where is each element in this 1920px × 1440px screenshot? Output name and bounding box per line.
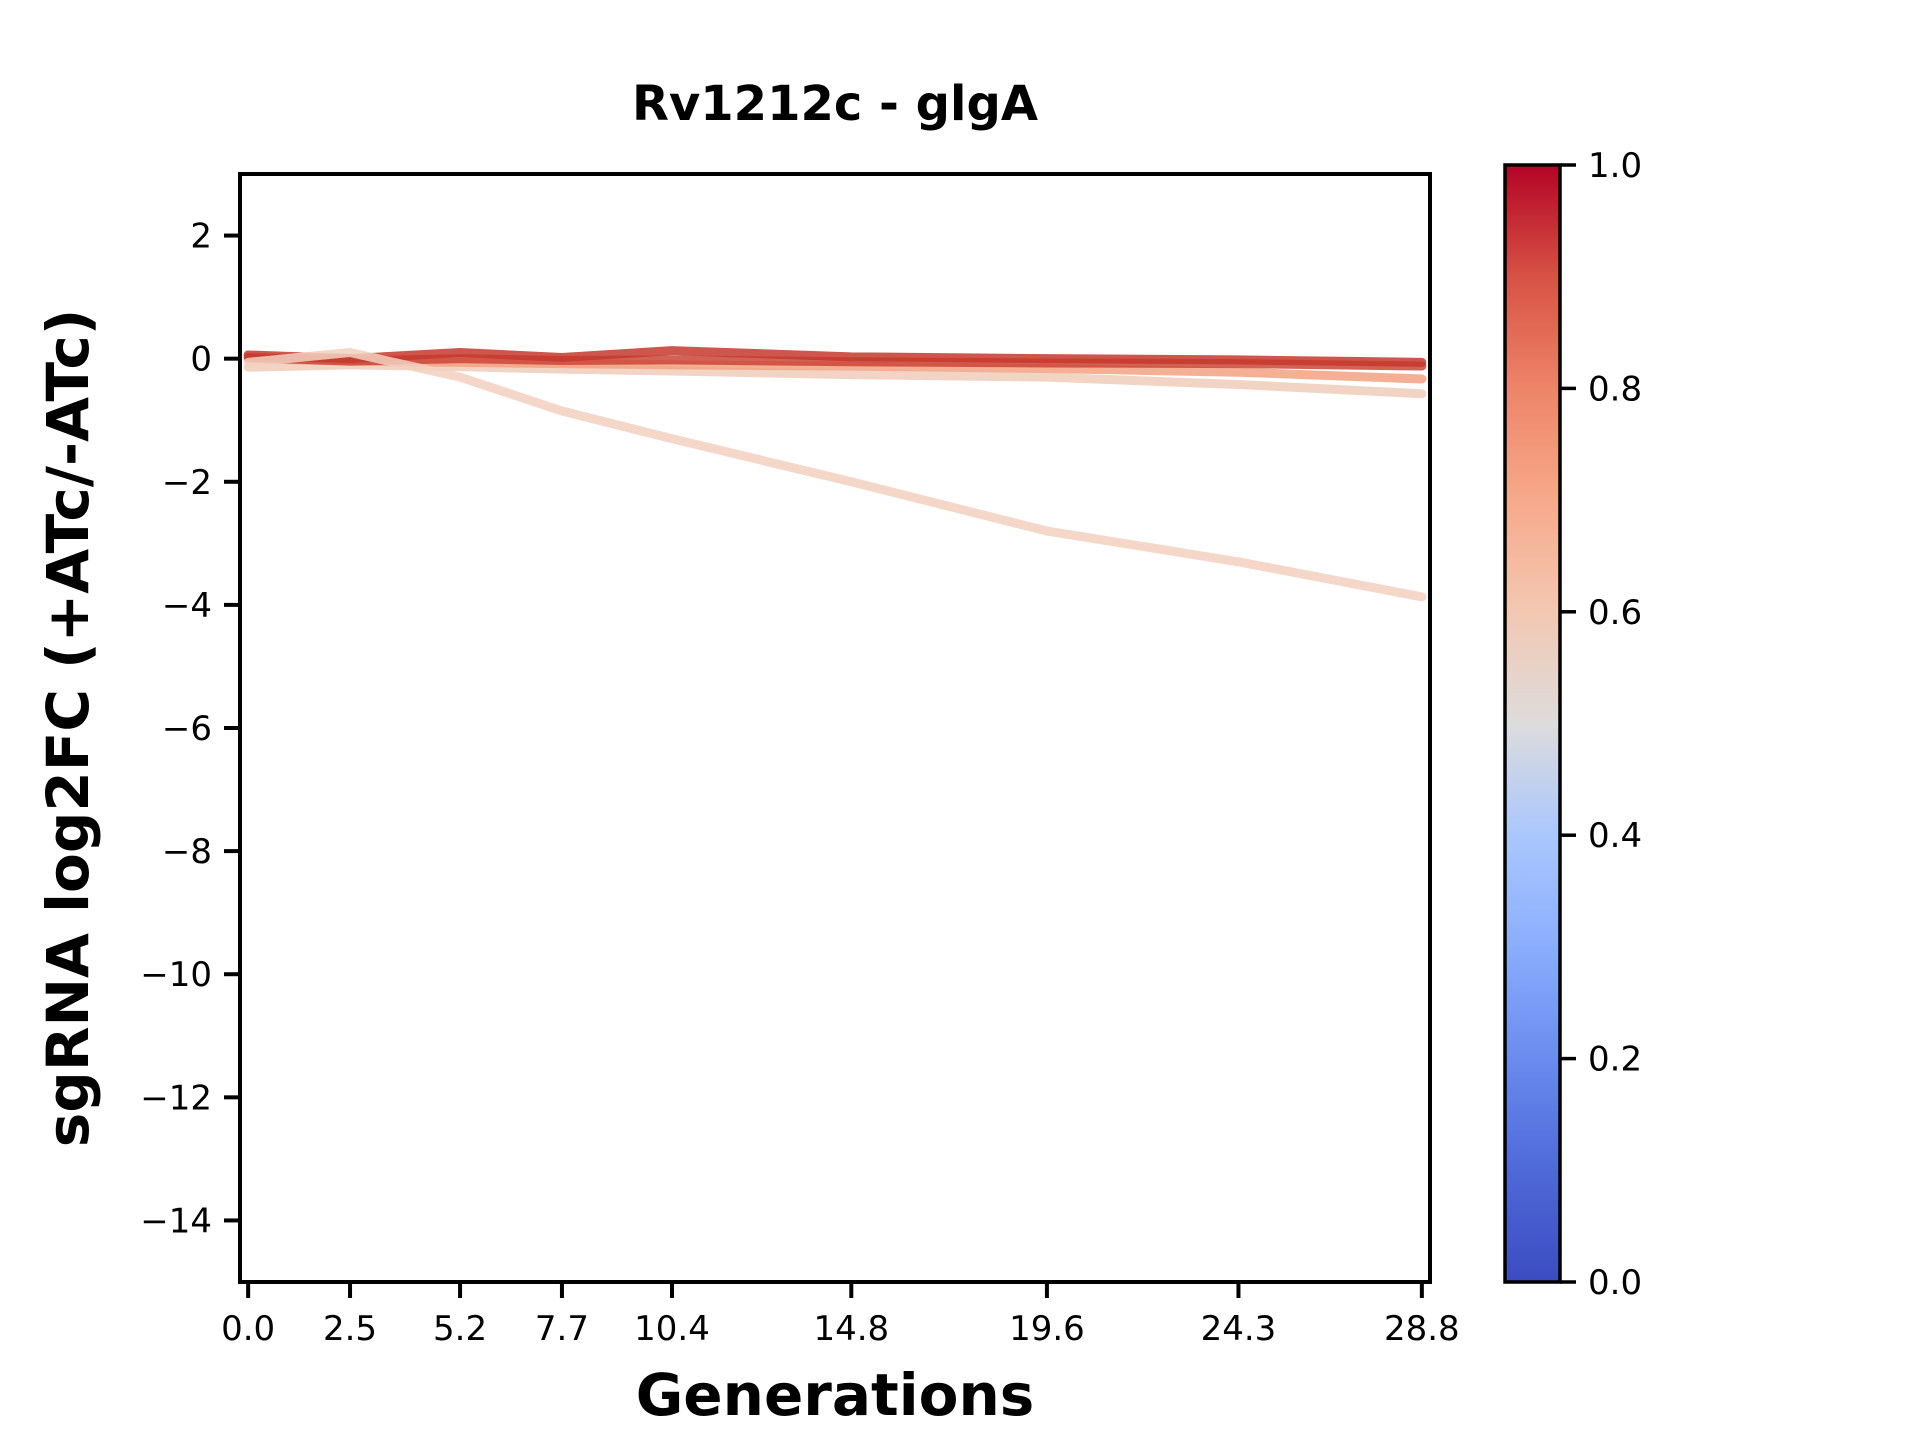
colorbar-tick-label: 0.4 (1588, 816, 1642, 856)
colorbar-tick-label: 0.6 (1588, 593, 1642, 633)
chart-title: Rv1212c - glgA (632, 76, 1038, 132)
y-tick-label: −10 (140, 955, 212, 995)
x-tick-label: 28.8 (1384, 1309, 1460, 1349)
x-tick-label: 5.2 (433, 1309, 487, 1349)
x-tick-label: 19.6 (1009, 1309, 1085, 1349)
y-tick-label: −2 (162, 463, 212, 503)
colorbar-tick-label: 1.0 (1588, 146, 1642, 186)
x-tick-label: 7.7 (535, 1309, 589, 1349)
y-tick-label: −12 (140, 1078, 212, 1118)
y-tick-label: −8 (162, 832, 212, 872)
x-tick-label: 14.8 (813, 1309, 889, 1349)
x-tick-label: 2.5 (323, 1309, 377, 1349)
y-tick-label: 0 (190, 340, 212, 380)
series-line-sgRNA-depleting-light (243, 348, 1427, 602)
y-tick-label: 2 (190, 217, 212, 257)
colorbar: 1.0 0.8 0.6 0.4 0.2 0.0 (1503, 146, 1642, 1303)
x-tick-label: 0.0 (221, 1309, 275, 1349)
plot-area: 0.0 2.5 5.2 7.7 10.4 14.8 19.6 24.3 28.8 2 0 −2 −4 −6… (140, 172, 1460, 1349)
y-axis-label: sgRNA log2FC (+ATc/-ATc) (34, 309, 102, 1147)
colorbar-tick-label: 0.8 (1588, 369, 1642, 409)
y-tick-label: −14 (140, 1201, 212, 1241)
y-tick-label: −4 (162, 586, 212, 626)
colorbar-bar (1503, 163, 1562, 1284)
y-tick-label: −6 (162, 709, 212, 749)
colorbar-tick-label: 0.2 (1588, 1040, 1642, 1080)
colorbar-tick-label: 0.0 (1588, 1263, 1642, 1303)
x-tick-label: 24.3 (1201, 1309, 1277, 1349)
x-tick-label: 10.4 (634, 1309, 710, 1349)
x-axis-label: Generations (636, 1361, 1035, 1429)
plot-box (238, 172, 1432, 1284)
